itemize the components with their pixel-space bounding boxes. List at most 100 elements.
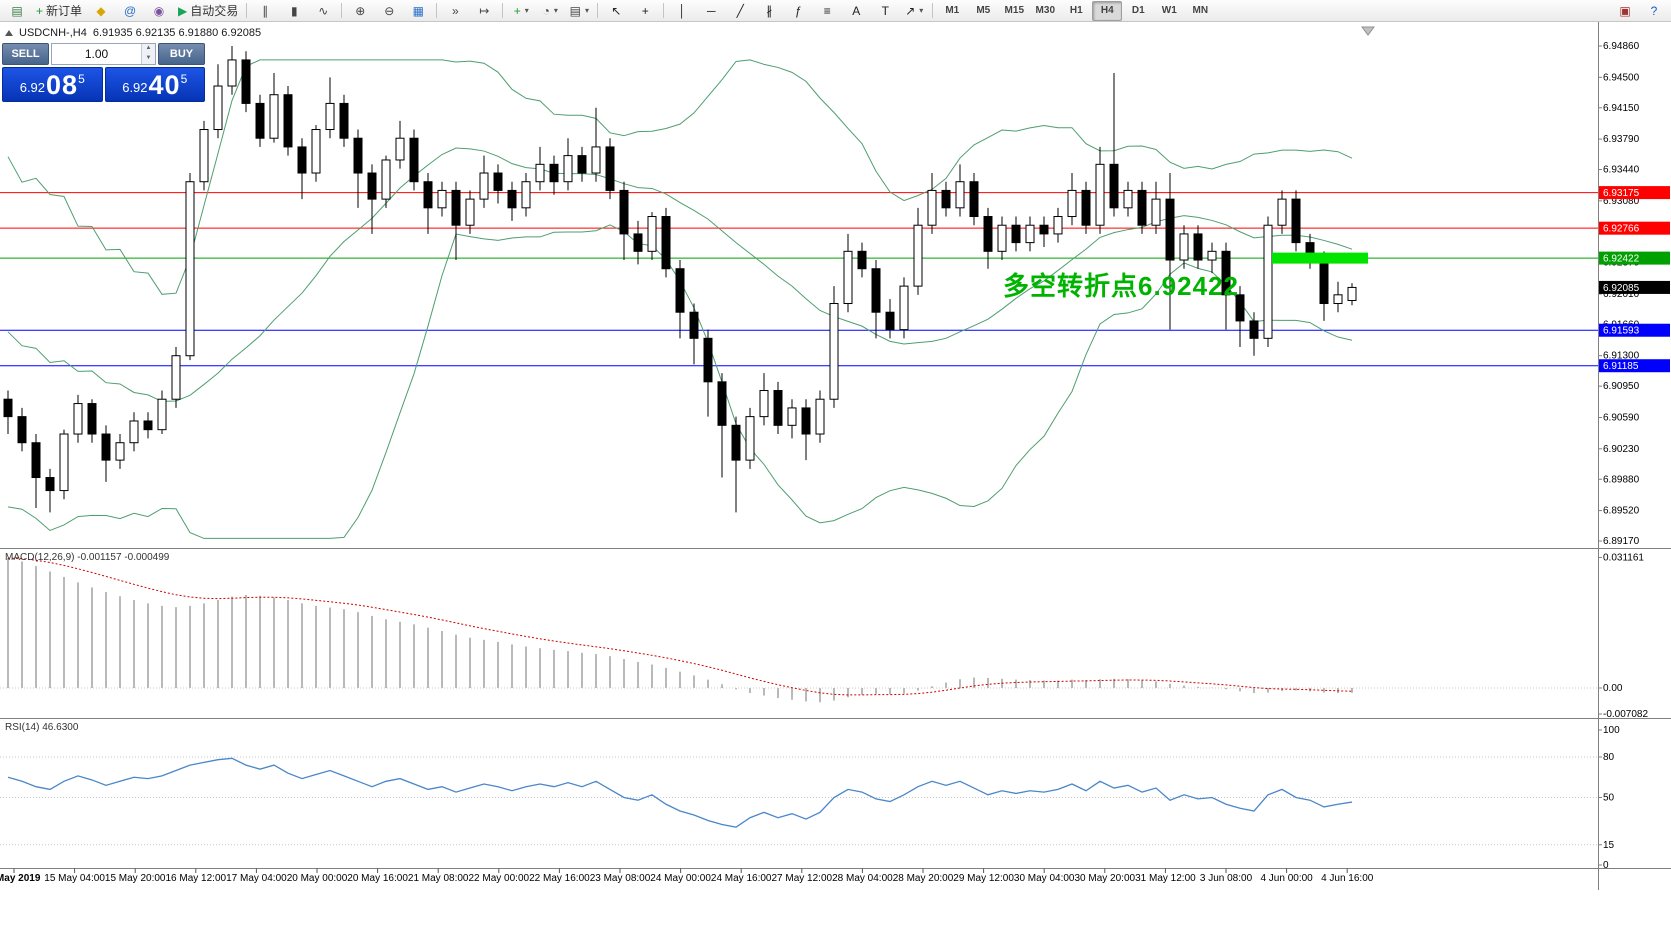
- toolbar-help-button[interactable]: ?: [1640, 1, 1668, 21]
- timeframe-m15-button[interactable]: M15: [1004, 5, 1024, 16]
- candle-body: [1109, 163, 1119, 209]
- timeframe-h4-button[interactable]: H4: [1092, 0, 1123, 21]
- toolbar-fibonacci-button[interactable]: ƒ: [784, 1, 812, 21]
- candle-body: [1137, 189, 1147, 226]
- toolbar-new-chart-button[interactable]: ▤: [3, 1, 31, 21]
- toolbar-candlestick-chart-button[interactable]: ▮: [280, 1, 308, 21]
- macd-axis-label: 0.031161: [1603, 552, 1644, 563]
- hline-price-label[interactable]: [1599, 323, 1670, 337]
- toolbar-bar-chart-button[interactable]: ∥: [251, 1, 279, 21]
- tile-windows-icon: ▦: [412, 3, 424, 18]
- candle-body: [689, 311, 699, 339]
- toolbar-indicators-button[interactable]: + ▾: [507, 1, 535, 21]
- one-click-collapse-icon[interactable]: [5, 30, 13, 36]
- chevron-down-icon: ▾: [919, 6, 924, 15]
- timeframe-m1-button[interactable]: M1: [945, 5, 960, 16]
- toolbar-auto-scroll-button[interactable]: »: [441, 1, 469, 21]
- zoom-out-icon: ⊖: [384, 3, 395, 18]
- volume-input[interactable]: 1.00: [84, 47, 109, 61]
- candle-body: [325, 102, 335, 131]
- time-tick-label: 28 May 20:00: [893, 873, 954, 884]
- timeframe-d1-button[interactable]: D1: [1131, 5, 1145, 16]
- candle-body: [1277, 198, 1287, 226]
- timeframe-w1-button[interactable]: W1: [1161, 5, 1177, 16]
- hline-price-label[interactable]: [1599, 221, 1670, 235]
- candle-body: [703, 337, 713, 383]
- toolbar-chart-snapshot-button[interactable]: ▣: [1611, 1, 1639, 21]
- chart-shift-icon: ↦: [479, 3, 490, 18]
- current-price-label[interactable]: [1599, 280, 1670, 294]
- candle-body: [1123, 189, 1133, 209]
- candle-body: [745, 416, 755, 461]
- candle-body: [857, 250, 867, 270]
- candle-body: [241, 59, 251, 104]
- rsi-axis-label: 15: [1603, 840, 1615, 851]
- toolbar-line-chart-button[interactable]: ∿: [309, 1, 337, 21]
- toolbar-text-button[interactable]: A: [842, 1, 870, 21]
- time-tick-label: 21 May 08:00: [408, 873, 469, 884]
- toolbar-channel-button[interactable]: ∦: [755, 1, 783, 21]
- volume-down-icon[interactable]: ▼: [142, 54, 155, 64]
- candle-body: [675, 268, 685, 313]
- toolbar-trendline-button[interactable]: ╱: [726, 1, 754, 21]
- toolbar-autotrading-button[interactable]: ▶ 自动交易: [174, 1, 242, 21]
- candle-body: [535, 163, 545, 183]
- candle-body: [773, 390, 783, 426]
- one-click-trading-panel: SELL 1.00 ▲ ▼ BUY 6.92 08 5 6.92 40 5: [2, 43, 205, 102]
- candle-body: [829, 303, 839, 400]
- candle-body: [1235, 294, 1245, 322]
- macd-indicator-label: MACD(12,26,9) -0.001157 -0.000499: [5, 552, 170, 563]
- time-tick-label: 31 May 12:00: [1135, 873, 1196, 884]
- turning-point-annotation[interactable]: 多空转折点6.92422: [1003, 271, 1239, 301]
- candle-body: [45, 477, 55, 492]
- toolbar-periods-button[interactable]: ◔ ▾: [536, 1, 564, 21]
- timeframe-m5-button[interactable]: M5: [976, 5, 991, 16]
- candle-body: [941, 189, 951, 209]
- hline-price-label[interactable]: [1599, 251, 1670, 265]
- toolbar-community-button[interactable]: @: [116, 1, 144, 21]
- timeframe-mn-button[interactable]: MN: [1192, 5, 1209, 16]
- toolbar-right-group: ▣?: [1611, 1, 1668, 21]
- toolbar-cursor-button[interactable]: ↖: [602, 1, 630, 21]
- vertical-line-icon: │: [678, 3, 687, 18]
- candle-body: [1095, 163, 1105, 226]
- candle-body: [157, 398, 167, 431]
- sell-price-box[interactable]: 6.92 08 5: [2, 67, 103, 102]
- buy-price-big: 40: [148, 70, 181, 100]
- toolbar-zoom-in-button[interactable]: ⊕: [346, 1, 374, 21]
- candle-body: [619, 189, 629, 235]
- candle-body: [297, 146, 307, 174]
- time-tick-label: 16 May 12:00: [165, 873, 226, 884]
- sell-button[interactable]: SELL: [2, 43, 49, 65]
- candle-body: [633, 233, 643, 252]
- candle-body: [899, 285, 909, 331]
- timeframe-h1-button[interactable]: H1: [1069, 5, 1083, 16]
- toolbar-chart-shift-button[interactable]: ↦: [470, 1, 498, 21]
- toolbar-crosshair-button[interactable]: +: [631, 1, 659, 21]
- timeframe-m30-button[interactable]: M30: [1035, 5, 1055, 16]
- toolbar-horizontal-line-button[interactable]: ─: [697, 1, 725, 21]
- help-icon: ?: [1650, 3, 1658, 18]
- chart-shift-marker-icon[interactable]: [1361, 26, 1375, 36]
- highlight-rectangle[interactable]: [1272, 252, 1368, 264]
- buy-price-box[interactable]: 6.92 40 5: [104, 67, 205, 102]
- candle-body: [185, 181, 195, 357]
- buy-button[interactable]: BUY: [158, 43, 205, 65]
- volume-up-icon[interactable]: ▲: [142, 44, 155, 54]
- toolbar-vertical-line-button[interactable]: │: [668, 1, 696, 21]
- toolbar-market-button[interactable]: ◉: [145, 1, 173, 21]
- toolbar-zoom-out-button[interactable]: ⊖: [375, 1, 403, 21]
- toolbar-new-order-button[interactable]: + 新订单: [32, 1, 86, 21]
- toolbar-tile-windows-button[interactable]: ▦: [404, 1, 432, 21]
- toolbar-text-label-button[interactable]: T: [871, 1, 899, 21]
- hline-price-label[interactable]: [1599, 359, 1670, 373]
- toolbar-templates-button[interactable]: ▤ ▾: [565, 1, 593, 21]
- toolbar-metaeditor-button[interactable]: ◆: [87, 1, 115, 21]
- price-tick-label: 6.89170: [1603, 536, 1640, 547]
- hline-price-label[interactable]: [1599, 186, 1670, 200]
- price-axis[interactable]: 6.94860 6.94500 6.94150 6.93790 6.93440 6.930…: [1598, 41, 1671, 547]
- toolbar-arrows-button[interactable]: ↗ ▾: [900, 1, 928, 21]
- toolbar-shapes-button[interactable]: ≡: [813, 1, 841, 21]
